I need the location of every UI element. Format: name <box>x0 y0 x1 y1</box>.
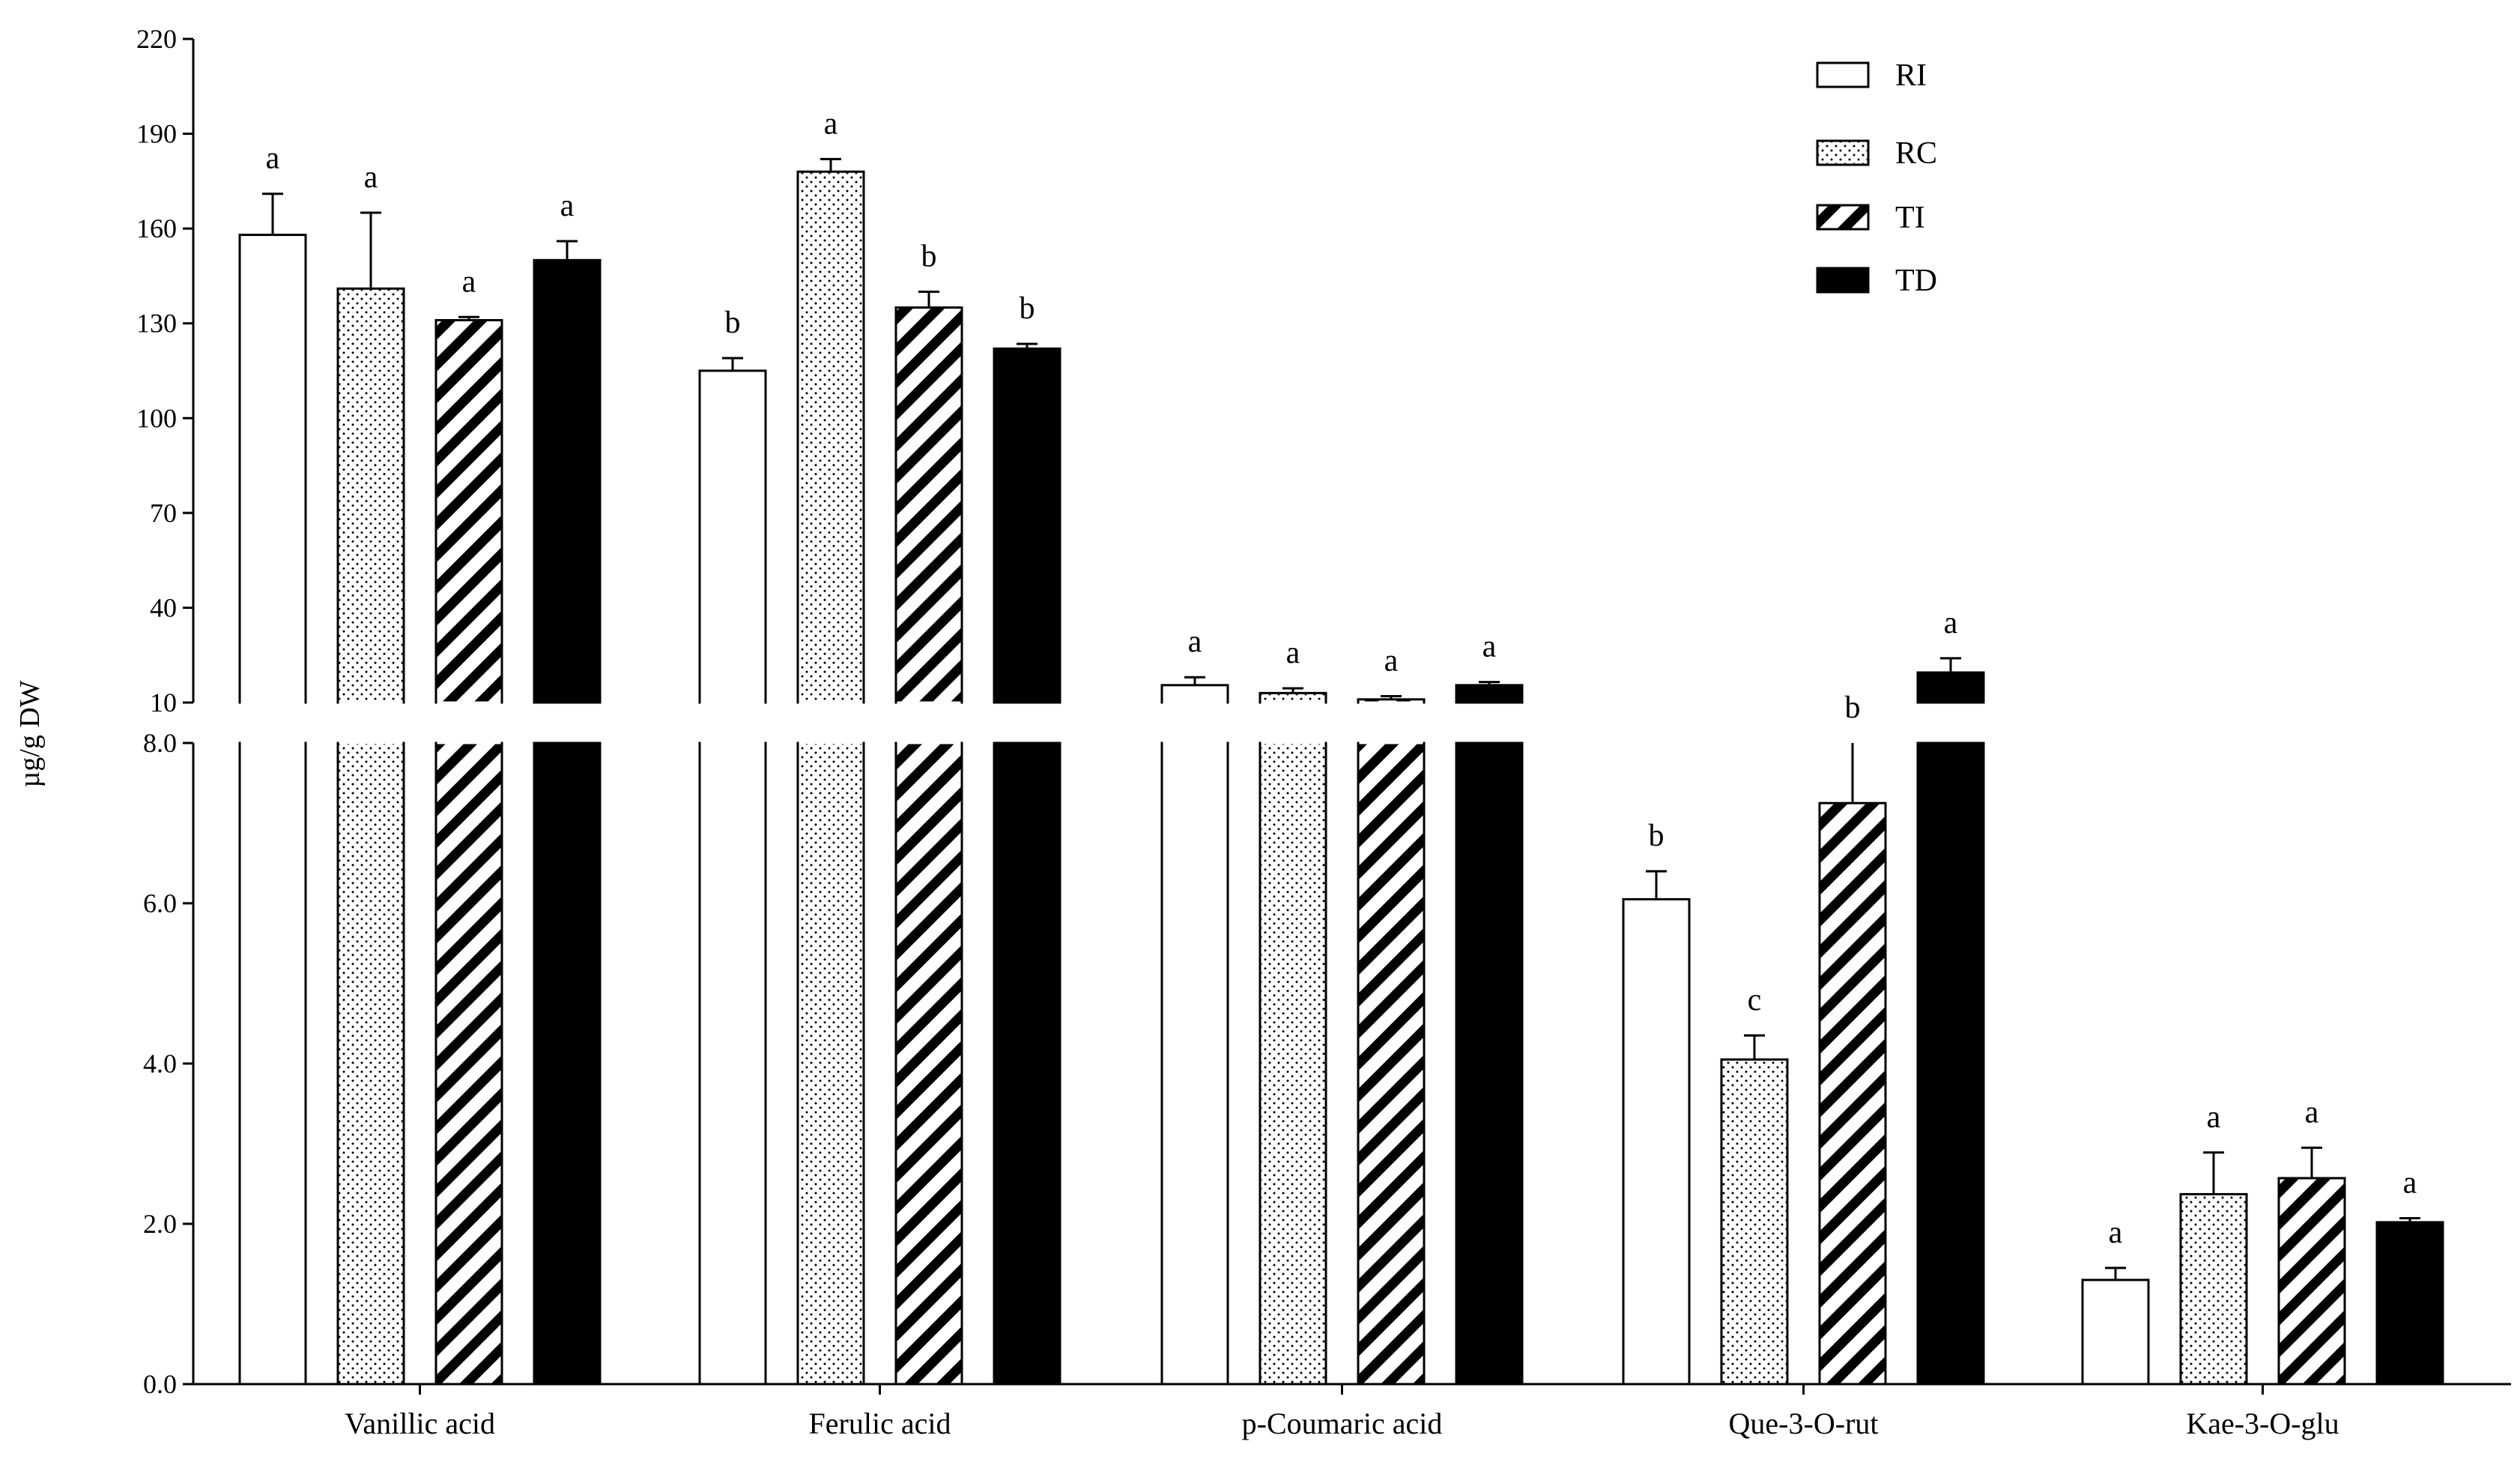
labels: 10 40 70 100 130 160 190 220 0.0 2.0 4.0 6.0 8.0 a a a a… <box>136 24 2417 1440</box>
bar-ri <box>1160 741 1229 1386</box>
bar-rc <box>336 287 405 704</box>
axes <box>183 37 2511 1395</box>
significance-label: a <box>1482 630 1497 664</box>
category-label: Ferulic acid <box>809 1407 951 1440</box>
significance-label: a <box>1286 636 1300 670</box>
bar-ri <box>238 234 307 704</box>
significance-label: a <box>2305 1095 2319 1129</box>
bar-td <box>533 741 602 1386</box>
category-label: p-Coumaric acid <box>1242 1407 1443 1440</box>
significance-label: a <box>2403 1166 2417 1201</box>
significance-label: a <box>2109 1216 2123 1250</box>
legend-swatch-ti <box>1816 204 1870 231</box>
significance-label: b <box>921 240 937 274</box>
significance-label: a <box>1944 606 1958 640</box>
legend-label: TI <box>1895 201 1925 235</box>
bar-td <box>1455 684 1524 704</box>
legend: RI RC TI TD <box>1816 58 1937 298</box>
y-tick-label: 70 <box>150 498 177 528</box>
y-tick-label: 100 <box>136 403 177 433</box>
significance-label: a <box>364 160 378 195</box>
bar-ri <box>2081 1279 2150 1386</box>
bar-rc <box>1259 691 1327 704</box>
significance-label: a <box>462 264 476 299</box>
y-tick-label: 220 <box>136 24 177 54</box>
bars <box>238 157 2444 1386</box>
bar-ti <box>1357 741 1426 1386</box>
significance-label: a <box>1384 644 1399 679</box>
bar-td <box>993 741 1061 1386</box>
y-tick-label: 4.0 <box>143 1049 177 1079</box>
bar-ti <box>434 318 503 704</box>
bar-ti <box>434 741 503 1386</box>
bar-td <box>1916 741 1985 1386</box>
legend-label: RI <box>1895 58 1927 93</box>
bar-td <box>1916 671 1985 704</box>
y-tick-label: 160 <box>136 213 177 243</box>
y-tick-label: 8.0 <box>143 728 177 758</box>
significance-label: a <box>824 106 838 141</box>
bar-rc <box>2179 1192 2248 1386</box>
bar-ri <box>238 741 307 1386</box>
significance-label: b <box>725 306 741 340</box>
bar-ti <box>1818 801 1887 1386</box>
significance-label: a <box>560 189 575 223</box>
significance-label: b <box>1845 691 1861 725</box>
significance-label: a <box>1188 625 1202 659</box>
legend-label: RC <box>1895 136 1937 171</box>
legend-swatch-ri <box>1816 61 1870 88</box>
bar-rc <box>336 741 405 1386</box>
bar-ti <box>2277 1177 2346 1386</box>
legend-label: TD <box>1895 264 1937 298</box>
significance-label: a <box>2207 1100 2221 1135</box>
bar-rc <box>1259 741 1327 1386</box>
y-tick-label: 6.0 <box>143 888 177 918</box>
significance-label: c <box>1748 983 1762 1018</box>
category-label: Que-3-O-rut <box>1729 1407 1879 1440</box>
significance-label: a <box>266 142 280 176</box>
y-tick-label: 10 <box>150 688 177 718</box>
y-tick-label: 0.0 <box>143 1369 177 1399</box>
bar-rc <box>796 170 865 704</box>
category-label: Kae-3-O-glu <box>2186 1407 2339 1440</box>
legend-swatch-td <box>1816 267 1870 294</box>
significance-label: b <box>1649 819 1665 853</box>
y-tick-label: 2.0 <box>143 1209 177 1239</box>
legend-swatch-rc <box>1816 139 1870 166</box>
bar-ri <box>698 369 767 704</box>
bar-ri <box>1622 898 1691 1386</box>
bar-ri <box>698 741 767 1386</box>
bar-ti <box>894 306 963 704</box>
y-tick-label: 130 <box>136 309 177 339</box>
bar-ri <box>1160 684 1229 704</box>
bar-ti <box>894 741 963 1386</box>
y-axis-label: µg/g DW <box>14 680 46 787</box>
bar-td <box>533 258 602 704</box>
bar-rc <box>1720 1058 1789 1386</box>
significance-label: b <box>1020 291 1035 326</box>
bar-td <box>993 347 1061 704</box>
category-label: Vanillic acid <box>345 1407 495 1440</box>
y-tick-label: 190 <box>136 119 177 149</box>
y-tick-label: 40 <box>150 592 177 622</box>
bar-rc <box>796 741 865 1386</box>
bar-td <box>1455 741 1524 1386</box>
bar-td <box>2375 1221 2444 1386</box>
